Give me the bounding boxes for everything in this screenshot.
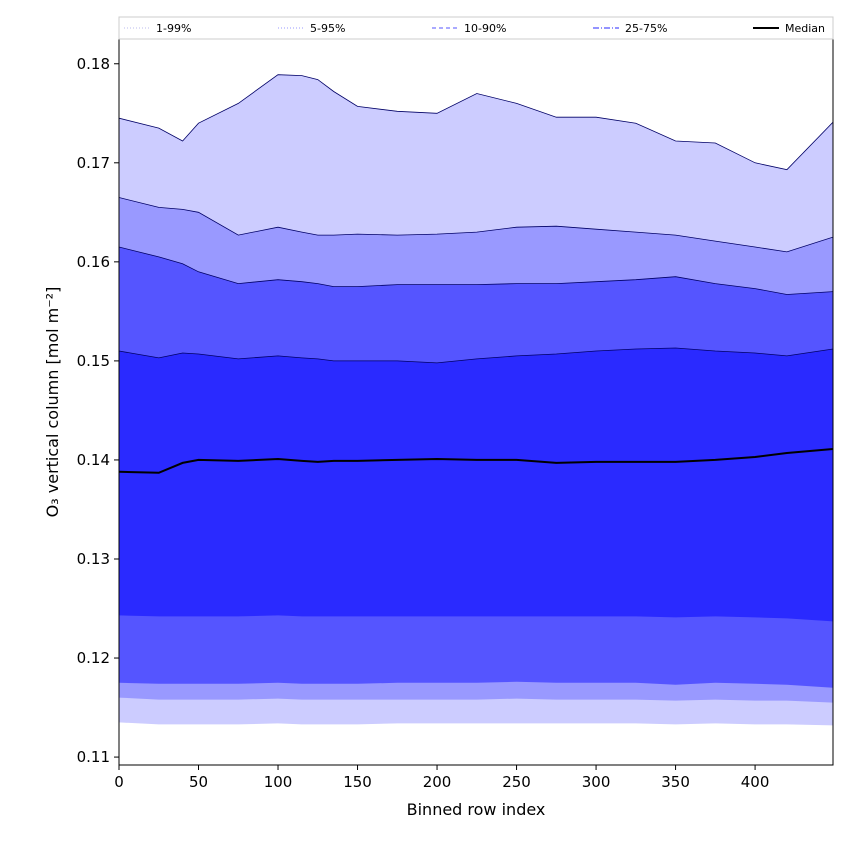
x-tick-label: 350 [661,773,690,791]
legend-label: 5-95% [310,22,345,35]
y-tick-label: 0.11 [77,748,110,766]
lines-layer [119,74,833,474]
x-tick-label: 200 [423,773,452,791]
y-tick-label: 0.13 [77,550,110,568]
y-tick-label: 0.18 [77,55,110,73]
bands-layer [119,74,833,726]
x-tick-label: 0 [114,773,124,791]
median-line [119,448,833,474]
x-tick-label: 150 [343,773,372,791]
legend-label: 10-90% [464,22,506,35]
x-axis: 0 50 100 150 200 250 300 350 400 [114,765,769,791]
band-upper-edge-3 [119,347,833,364]
y-tick-label: 0.14 [77,451,110,469]
y-tick-label: 0.17 [77,154,110,172]
legend-label: 25-75% [625,22,667,35]
y-axis: 0.11 0.12 0.13 0.14 0.15 0.16 0.17 0.18 [77,55,119,766]
legend-label: Median [785,22,825,35]
legend: 1-99% 5-95% 10-90% 25-75% Median [118,16,834,40]
x-tick-label: 100 [264,773,293,791]
y-tick-label: 0.12 [77,649,110,667]
y-tick-label: 0.16 [77,253,110,271]
x-axis-title: Binned row index [407,800,546,819]
band-area-3 [119,348,833,622]
legend-label: 1-99% [156,22,191,35]
x-tick-label: 250 [502,773,531,791]
legend-box [118,16,834,40]
x-tick-label: 300 [582,773,611,791]
band-upper-edge-1 [119,197,833,253]
y-tick-label: 0.15 [77,352,110,370]
x-tick-label: 400 [741,773,770,791]
y-axis-title: O₃ vertical column [mol m⁻²] [43,287,62,518]
x-tick-label: 50 [189,773,208,791]
band-upper-edge-2 [119,246,833,295]
band-upper-edge-0 [119,74,833,171]
